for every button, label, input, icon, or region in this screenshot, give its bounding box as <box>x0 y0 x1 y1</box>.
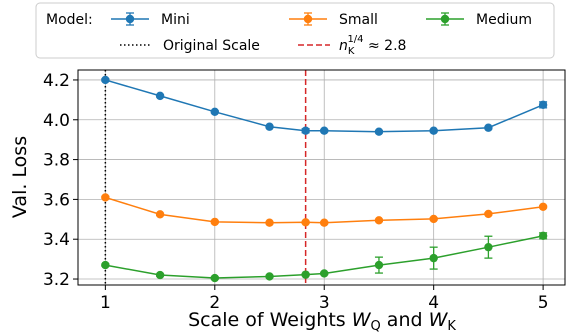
x-tick-label: 2 <box>209 293 220 313</box>
legend-marker-medium <box>440 14 450 24</box>
y-axis-label: Val. Loss <box>9 136 31 218</box>
legend-handle-small <box>289 12 327 26</box>
data-point-small <box>484 209 493 219</box>
data-point-mini <box>320 126 329 135</box>
series-line-medium <box>105 235 544 279</box>
data-point-mini <box>484 123 493 132</box>
data-point-medium <box>374 260 384 270</box>
data-point-small <box>320 218 329 227</box>
legend-entry-mini: Mini <box>111 12 190 28</box>
data-point-small <box>155 210 165 219</box>
legend-handle-medium <box>426 12 464 26</box>
y-tick-label: 4.0 <box>43 111 70 131</box>
data-point-small <box>301 218 310 227</box>
data-point-small <box>210 217 219 227</box>
data-point-medium <box>101 260 110 270</box>
y-tick-label: 3.2 <box>43 270 70 290</box>
data-point-mini <box>210 107 219 117</box>
x-tick-label: 4 <box>428 293 439 313</box>
data-point-medium <box>155 270 165 280</box>
series-line-mini <box>105 79 544 133</box>
x-axis-ticks: 1 2 3 4 5 <box>100 285 549 313</box>
data-point-mini <box>374 127 384 136</box>
legend-label-nk: nK1/4 ≈ 2.8 <box>339 34 406 57</box>
y-tick-label: 3.8 <box>43 151 70 171</box>
series <box>101 75 548 283</box>
series-line-small <box>105 196 544 224</box>
data-point-mini <box>538 100 548 110</box>
x-axis-label: Scale of Weights WQ and WK <box>188 309 456 334</box>
data-point-medium <box>320 269 329 278</box>
y-axis-ticks: 3.2 3.4 3.6 3.8 4.0 4.2 <box>43 71 78 290</box>
data-point-medium <box>210 273 219 283</box>
legend-entry-nk: nK1/4 ≈ 2.8 <box>298 34 406 57</box>
y-tick-label: 3.4 <box>43 230 70 250</box>
data-point-medium <box>429 253 438 263</box>
data-point-mini <box>301 126 310 135</box>
legend-label-mini: Mini <box>161 12 190 28</box>
data-point-mini <box>265 122 274 131</box>
data-point-small <box>429 214 438 224</box>
data-point-mini <box>429 126 438 135</box>
legend-entry-original-scale: Original Scale <box>120 38 260 54</box>
data-point-small <box>265 218 274 227</box>
x-tick-label: 5 <box>538 293 549 313</box>
legend-label-medium: Medium <box>476 12 532 28</box>
legend-entry-small: Small <box>289 12 378 28</box>
legend-frame <box>35 2 555 59</box>
data-point-small <box>374 216 384 225</box>
legend-marker-mini <box>125 14 135 24</box>
x-tick-label: 1 <box>100 293 111 313</box>
legend-title: Model: <box>46 12 93 28</box>
reference-lines <box>104 70 307 285</box>
legend-label-original-scale: Original Scale <box>163 38 260 54</box>
data-point-medium <box>301 270 310 279</box>
y-tick-label: 4.2 <box>43 71 70 91</box>
x-tick-label: 3 <box>319 293 330 313</box>
legend-marker-small <box>303 14 313 24</box>
data-point-medium <box>265 272 274 281</box>
data-point-mini <box>101 75 110 85</box>
legend-handle-mini <box>111 12 149 26</box>
legend-entry-medium: Medium <box>426 12 532 28</box>
y-tick-label: 3.6 <box>43 190 70 210</box>
legend-label-small: Small <box>339 12 378 28</box>
data-point-small <box>538 202 548 211</box>
grid <box>78 70 565 285</box>
data-point-medium <box>538 231 548 241</box>
data-point-small <box>101 193 110 202</box>
data-point-medium <box>484 242 493 252</box>
legend: Model: Mini Small Medium Original Scale … <box>35 2 555 59</box>
plot-frame <box>77 69 566 286</box>
data-point-mini <box>155 91 165 101</box>
